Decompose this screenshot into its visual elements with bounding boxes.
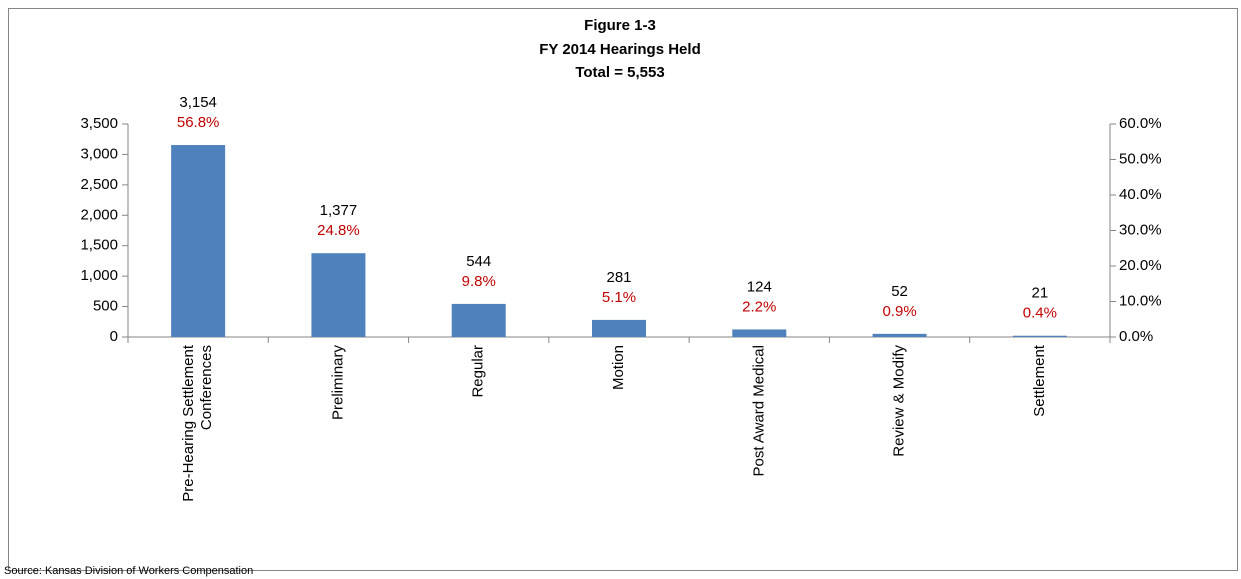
y-tick-label: 1,500	[80, 237, 118, 254]
x-tick-label: Regular	[470, 345, 487, 398]
y2-tick-label: 40.0%	[1119, 186, 1162, 203]
value-label: 1,377	[320, 202, 358, 219]
x-tick-label: Motion	[610, 345, 627, 390]
chart-title: Figure 1-3	[584, 17, 656, 34]
share-label: 0.9%	[882, 303, 916, 320]
y2-tick-label: 50.0%	[1119, 150, 1162, 167]
chart-total: Total = 5,553	[575, 64, 664, 81]
x-tick-label: Settlement	[1031, 344, 1048, 417]
source-note: Source: Kansas Division of Workers Compe…	[4, 565, 253, 577]
x-tick-label: Preliminary	[329, 345, 346, 421]
y-tick-label: 1,000	[80, 267, 118, 284]
bar	[1012, 335, 1067, 337]
y-tick-label: 500	[93, 298, 118, 315]
value-label: 124	[747, 278, 772, 295]
bar	[171, 145, 226, 337]
bar	[592, 319, 646, 337]
share-label: 56.8%	[177, 114, 220, 131]
value-label: 52	[891, 283, 908, 300]
chart-subtitle: FY 2014 Hearings Held	[539, 41, 700, 58]
y2-tick-label: 30.0%	[1119, 221, 1162, 238]
y2-tick-label: 10.0%	[1119, 292, 1162, 309]
bar	[732, 329, 787, 337]
y2-tick-label: 20.0%	[1119, 257, 1162, 274]
share-label: 2.2%	[742, 298, 776, 315]
y-tick-label: 2,000	[80, 206, 118, 223]
value-label: 21	[1032, 285, 1049, 302]
x-tick-label: Review & Modify	[891, 345, 908, 457]
bar	[451, 303, 506, 337]
y-tick-label: 0	[110, 328, 118, 345]
y-tick-label: 3,500	[80, 115, 118, 132]
value-label: 281	[606, 269, 631, 286]
y2-tick-label: 0.0%	[1119, 328, 1153, 345]
y-tick-label: 2,500	[80, 176, 118, 193]
value-label: 3,154	[179, 94, 217, 111]
y-tick-label: 3,000	[80, 145, 118, 162]
bar	[311, 253, 366, 337]
share-label: 9.8%	[462, 273, 496, 290]
bar	[872, 333, 927, 337]
value-label: 544	[466, 253, 491, 270]
x-tick-label: Pre-Hearing SettlementConferences	[180, 344, 215, 502]
x-tick-label: Post Award Medical	[750, 345, 767, 476]
share-label: 0.4%	[1023, 305, 1057, 322]
y2-tick-label: 60.0%	[1119, 115, 1162, 132]
share-label: 5.1%	[602, 289, 636, 306]
share-label: 24.8%	[317, 222, 360, 239]
